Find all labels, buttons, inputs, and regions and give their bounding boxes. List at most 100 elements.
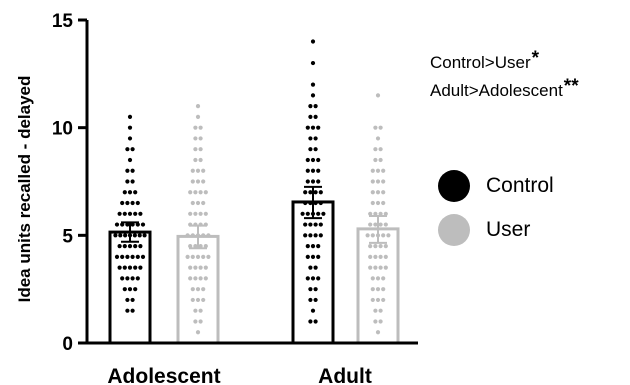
y-axis: 0 5 10 15 (52, 11, 89, 355)
data-point-user (193, 319, 198, 324)
data-point-user (383, 254, 388, 259)
data-point-user (370, 168, 375, 173)
data-point-user (190, 179, 195, 184)
data-point-control (122, 190, 127, 195)
data-point-control (310, 179, 316, 184)
data-point-control (321, 211, 326, 216)
data-point-control (127, 136, 133, 141)
data-point-user (378, 157, 383, 163)
data-point-user (378, 254, 383, 259)
data-point-control (305, 254, 310, 259)
data-point-user (203, 276, 208, 281)
data-point-control (313, 287, 318, 292)
legend-swatch-user (438, 214, 470, 246)
data-point-control (130, 276, 135, 281)
data-point-control (313, 190, 318, 195)
data-point-user (378, 319, 383, 324)
bars-layer (108, 200, 400, 345)
x-tick-label: Adult (318, 365, 372, 385)
stat-annotation-2: Adult>Adolescent** (430, 76, 579, 101)
data-point-control (130, 254, 135, 259)
x-axis: Adolescent Adult (87, 341, 418, 385)
data-point-user (190, 233, 195, 238)
data-point-user (373, 157, 378, 163)
data-point-user (185, 254, 190, 259)
data-point-control (127, 157, 133, 163)
data-point-control (130, 308, 135, 313)
data-point-user (195, 330, 201, 335)
data-point-user (381, 287, 386, 292)
data-point-user (206, 233, 211, 238)
data-point-user (190, 168, 195, 173)
data-point-user (198, 147, 203, 152)
data-point-control (127, 265, 133, 270)
data-point-control (313, 297, 318, 303)
data-point-user (193, 136, 198, 141)
data-point-user (378, 147, 383, 152)
data-point-user (190, 200, 195, 206)
data-point-control (130, 147, 135, 152)
data-point-user (370, 179, 375, 184)
data-point-user (198, 157, 203, 163)
data-point-user (373, 308, 378, 313)
data-point-control (313, 104, 318, 109)
data-point-control (305, 244, 310, 249)
data-point-user (378, 244, 383, 249)
data-point-control (118, 233, 123, 238)
data-point-user (370, 200, 375, 206)
data-point-control (313, 200, 318, 206)
data-point-user (373, 265, 378, 270)
data-point-control (316, 125, 321, 130)
data-point-control (133, 287, 138, 292)
data-point-user (381, 297, 386, 303)
data-point-control (310, 93, 316, 98)
data-point-user (185, 233, 190, 238)
data-point-user (368, 254, 373, 259)
data-point-user (375, 276, 381, 281)
data-point-control (125, 308, 130, 313)
data-point-user (373, 147, 378, 152)
data-point-control (117, 211, 122, 216)
data-point-user (375, 93, 381, 98)
data-point-user (188, 276, 193, 281)
data-point-user (198, 265, 203, 270)
data-point-control (313, 136, 318, 141)
data-point-user (368, 244, 373, 249)
data-point-user (381, 200, 386, 206)
data-point-control (313, 114, 318, 119)
data-point-control (313, 147, 318, 152)
data-point-control (308, 265, 313, 270)
y-axis-label: Idea units recalled - delayed (15, 76, 34, 303)
data-point-user (375, 190, 381, 195)
data-point-user (201, 168, 206, 173)
data-point-user (381, 190, 386, 195)
data-point-user (373, 244, 378, 249)
data-point-user (188, 265, 193, 270)
data-point-user (370, 297, 375, 303)
data-point-control (120, 222, 125, 227)
data-point-control (137, 233, 142, 238)
data-point-control (308, 222, 313, 227)
data-point-user (201, 200, 206, 206)
y-tick-label: 10 (52, 119, 73, 140)
data-point-control (130, 200, 135, 206)
data-point-control (310, 254, 316, 259)
data-point-user (203, 265, 208, 270)
data-point-user (195, 200, 201, 206)
data-point-control (127, 125, 133, 130)
data-point-user (203, 244, 208, 249)
data-point-user (195, 104, 201, 109)
data-point-control (313, 222, 318, 227)
data-point-control (142, 233, 147, 238)
x-tick-label: Adolescent (107, 365, 220, 385)
data-point-control (132, 233, 137, 238)
data-point-control (305, 168, 310, 173)
data-point-user (198, 136, 203, 141)
data-point-control (125, 179, 130, 184)
data-point-user (198, 276, 203, 281)
data-point-user (193, 244, 198, 249)
data-point-user (378, 222, 383, 227)
data-point-user (370, 287, 375, 292)
data-point-user (378, 265, 383, 270)
data-point-control (135, 222, 140, 227)
